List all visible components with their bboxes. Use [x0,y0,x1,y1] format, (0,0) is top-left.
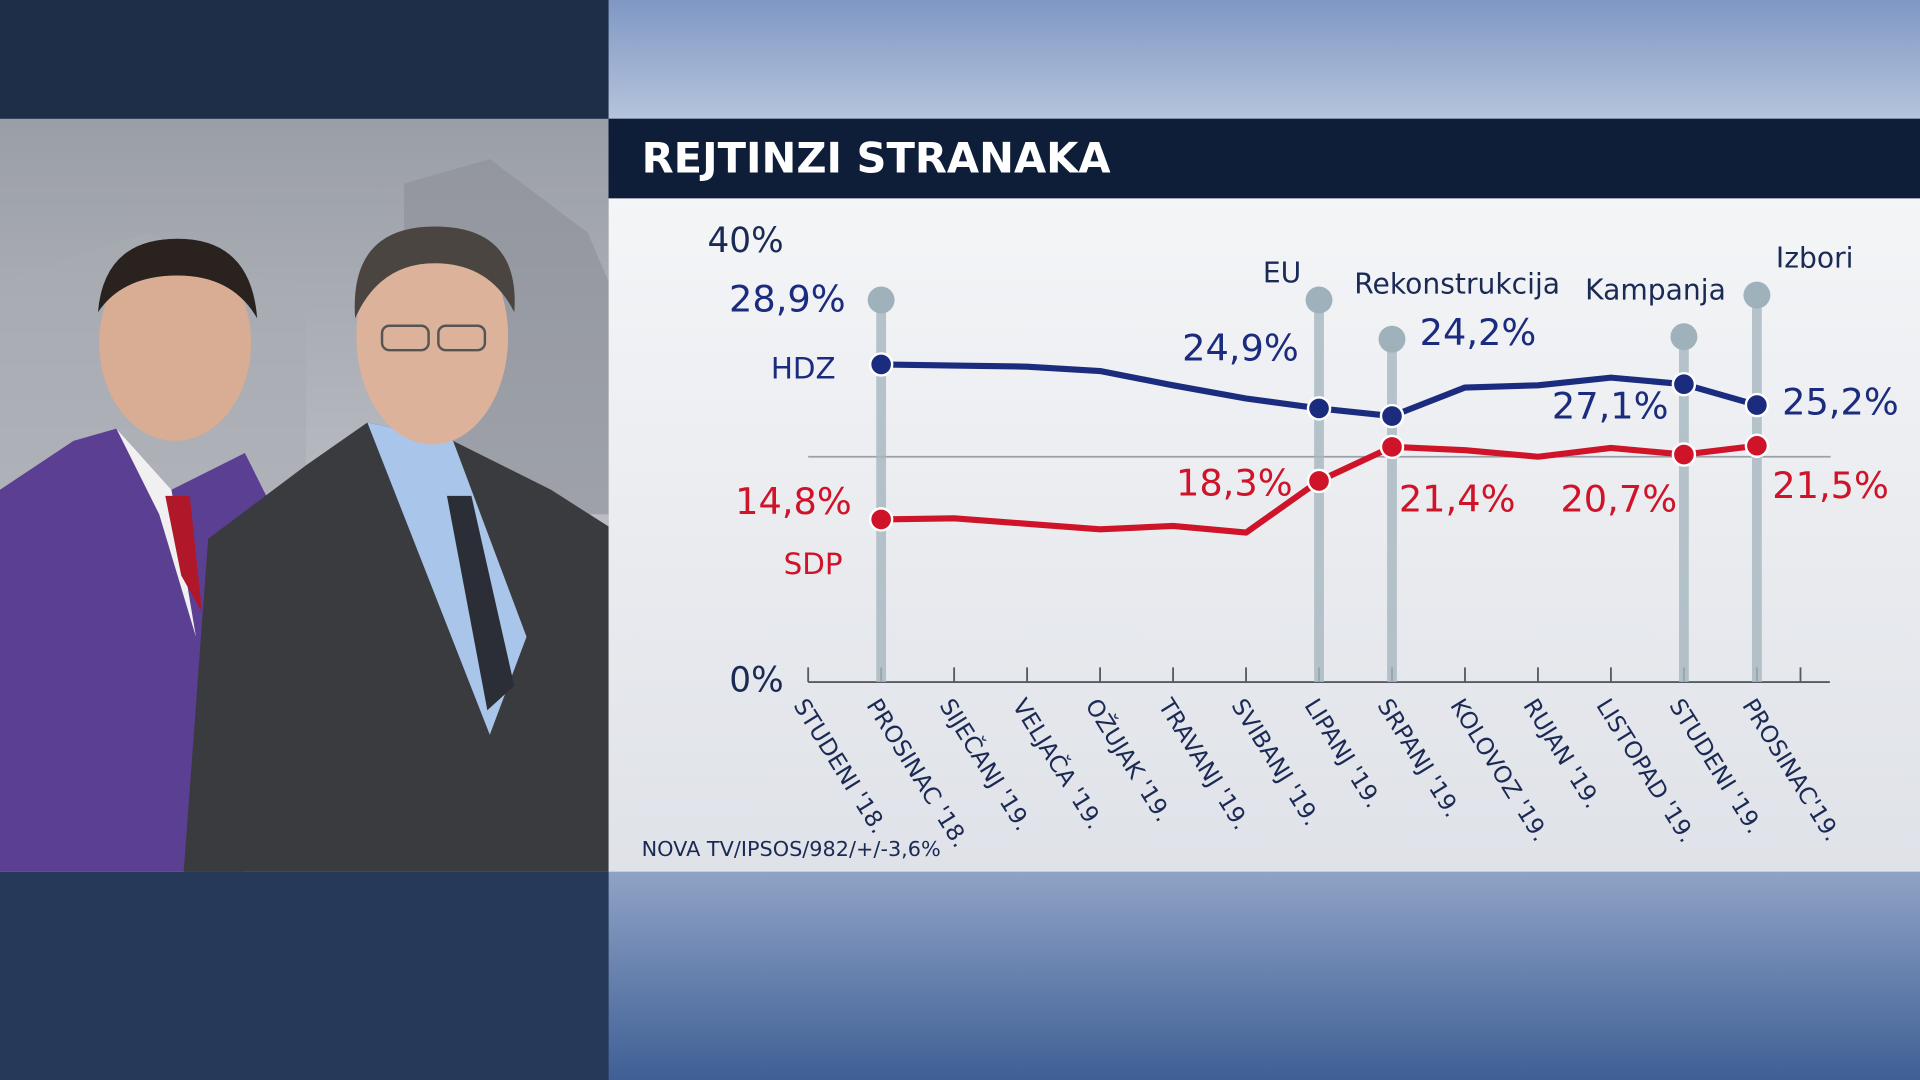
value-label: 20,7% [1560,477,1677,520]
data-point [1671,442,1697,467]
event-label: Rekonstrukcija [1354,267,1560,300]
legend-label: HDZ [771,351,836,385]
chart-panel [608,198,1920,872]
value-label: 28,9% [729,278,846,321]
chart-title: REJTINZI STRANAKA [642,134,1112,183]
sky [608,0,1920,119]
value-label: 21,4% [1399,477,1516,520]
y-tick-label: 0% [729,661,783,701]
data-point [1379,434,1405,460]
source: NOVA TV/IPSOS/982/+/-3,6% [642,837,941,861]
event-marker [1378,325,1406,353]
value-label: 18,3% [1176,461,1293,504]
value-label: 27,1% [1552,384,1669,427]
data-point [868,352,894,377]
photo [0,118,609,872]
value-label: 21,5% [1772,464,1889,507]
event-label: Izbori [1776,242,1854,275]
legend-label: SDP [784,547,843,581]
data-point [1306,396,1332,421]
event-marker [867,286,895,314]
sea [608,871,1920,1080]
event-marker [1670,323,1698,351]
data-point [1379,403,1405,429]
value-label: 24,2% [1420,311,1537,354]
data-point [1744,433,1770,459]
event-marker [1743,281,1771,309]
value-label: 24,9% [1182,327,1299,370]
value-label: 25,2% [1782,381,1899,424]
y-tick-label: 40% [708,221,784,261]
data-point [868,507,894,532]
data-point [1744,392,1770,418]
data-point [1671,371,1697,397]
event-label: EU [1263,256,1301,289]
data-point [1306,468,1332,494]
event-label: Kampanja [1585,273,1726,306]
left-lower [0,871,609,1080]
event-marker [1305,286,1333,314]
title-bar [608,118,1920,199]
value-label: 14,8% [735,480,852,523]
